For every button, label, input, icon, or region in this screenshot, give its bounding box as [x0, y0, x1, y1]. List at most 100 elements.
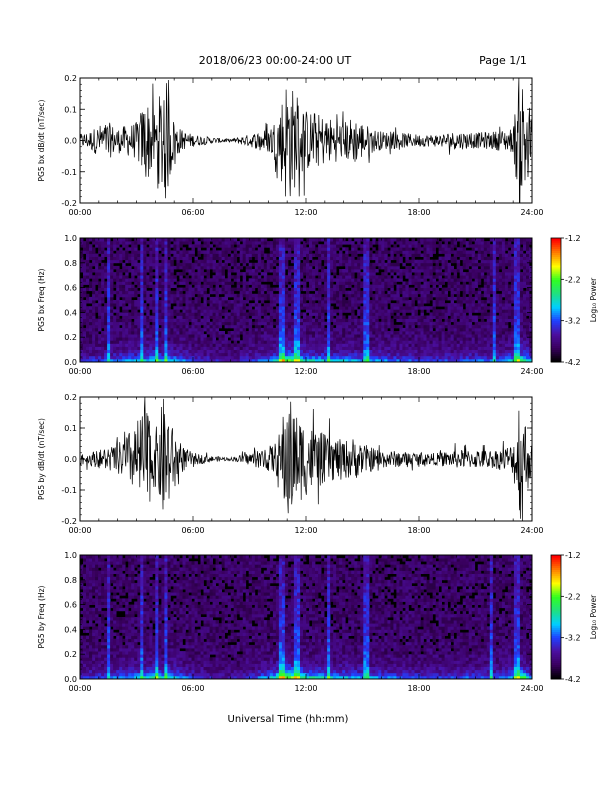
- heatmap-cell: [101, 300, 105, 304]
- heatmap-cell: [137, 315, 141, 319]
- heatmap-cell: [426, 306, 430, 310]
- heatmap-cell: [290, 253, 295, 257]
- heatmap-cell: [330, 278, 334, 282]
- heatmap-cell: [306, 355, 310, 360]
- heatmap-cell: [327, 315, 331, 319]
- heatmap-cell: [224, 256, 228, 261]
- heatmap-cell: [378, 312, 382, 316]
- heatmap-cell: [489, 247, 494, 251]
- heatmap-cell: [483, 262, 488, 267]
- heatmap-cell: [86, 278, 90, 282]
- heatmap-cell: [312, 275, 316, 279]
- heatmap-cell: [155, 287, 159, 292]
- heatmap-cell: [384, 355, 388, 360]
- heatmap-cell: [432, 315, 436, 319]
- heatmap-cell: [263, 358, 268, 363]
- heatmap-cell: [297, 343, 301, 347]
- heatmap-cell: [227, 244, 232, 248]
- heatmap-cell: [384, 275, 388, 279]
- heatmap-cell: [324, 244, 328, 248]
- heatmap-cell: [459, 349, 464, 354]
- heatmap-cell: [101, 265, 105, 270]
- heatmap-cell: [161, 306, 165, 310]
- heatmap-cell: [179, 340, 183, 344]
- heatmap-cell: [357, 331, 361, 335]
- heatmap-cell: [194, 262, 198, 267]
- heatmap-cell: [363, 287, 367, 292]
- heatmap-cell: [164, 343, 168, 347]
- heatmap-cell: [215, 281, 219, 285]
- heatmap-cell: [278, 331, 283, 335]
- heatmap-cell: [438, 315, 442, 319]
- heatmap-cell: [300, 352, 304, 357]
- heatmap-cell: [275, 281, 280, 285]
- heatmap-cell: [287, 321, 292, 326]
- heatmap-cell: [143, 241, 147, 245]
- heatmap-cell: [242, 281, 247, 285]
- heatmap-cell: [366, 324, 370, 329]
- heatmap-cell: [290, 278, 295, 282]
- heatmap-cell: [287, 352, 292, 357]
- heatmap-cell: [176, 281, 180, 285]
- heatmap-cell: [435, 300, 439, 304]
- heatmap-cell: [333, 256, 337, 261]
- heatmap-cell: [194, 290, 198, 295]
- heatmap-cell: [83, 321, 87, 326]
- heatmap-cell: [92, 327, 96, 332]
- heatmap-cell: [390, 265, 394, 270]
- heatmap-cell: [345, 318, 349, 323]
- heatmap-cell: [486, 262, 491, 267]
- heatmap-cell: [489, 259, 494, 264]
- heatmap-cell: [203, 284, 207, 288]
- heatmap-cell: [131, 306, 135, 310]
- heatmap-cell: [212, 352, 216, 357]
- heatmap-cell: [176, 318, 180, 323]
- heatmap-cell: [381, 259, 385, 264]
- heatmap-cell: [453, 259, 458, 264]
- heatmap-cell: [441, 309, 445, 313]
- heatmap-cell: [423, 346, 427, 350]
- heatmap-cell: [342, 256, 346, 261]
- heatmap-cell: [312, 296, 316, 301]
- heatmap-cell: [128, 290, 132, 295]
- heatmap-cell: [206, 343, 210, 347]
- heatmap-cell: [489, 337, 494, 341]
- heatmap-cell: [489, 346, 494, 350]
- heatmap-cell: [360, 244, 364, 248]
- heatmap-cell: [152, 306, 156, 310]
- heatmap-cell: [218, 303, 222, 307]
- heatmap-cell: [158, 343, 162, 347]
- heatmap-cell: [251, 244, 256, 248]
- heatmap-cell: [83, 312, 87, 316]
- heatmap-cell: [297, 327, 301, 332]
- heatmap-cell: [324, 334, 328, 338]
- heatmap-cell: [435, 259, 439, 264]
- heatmap-cell: [155, 253, 159, 257]
- heatmap-cell: [348, 303, 352, 307]
- heatmap-cell: [227, 259, 232, 264]
- heatmap-cell: [309, 241, 313, 245]
- heatmap-cell: [290, 309, 295, 313]
- heatmap-cell: [287, 334, 292, 338]
- heatmap-cell: [303, 296, 307, 301]
- heatmap-cell: [131, 284, 135, 288]
- heatmap-cell: [438, 241, 442, 245]
- heatmap-cell: [155, 247, 159, 251]
- heatmap-cell: [342, 324, 346, 329]
- heatmap-cell: [119, 346, 123, 350]
- heatmap-cell: [468, 290, 473, 295]
- heatmap-cell: [173, 253, 177, 257]
- heatmap-cell: [203, 300, 207, 304]
- heatmap-cell: [86, 296, 90, 301]
- heatmap-cell: [212, 306, 216, 310]
- heatmap-cell: [251, 358, 256, 363]
- heatmap-cell: [206, 331, 210, 335]
- heatmap-cell: [399, 275, 403, 279]
- heatmap-cell: [176, 343, 180, 347]
- heatmap-cell: [300, 318, 304, 323]
- heatmap-cell: [140, 358, 144, 363]
- heatmap-cell: [411, 358, 415, 363]
- heatmap-cell: [206, 300, 210, 304]
- heatmap-cell: [423, 275, 427, 279]
- heatmap-cell: [290, 290, 295, 295]
